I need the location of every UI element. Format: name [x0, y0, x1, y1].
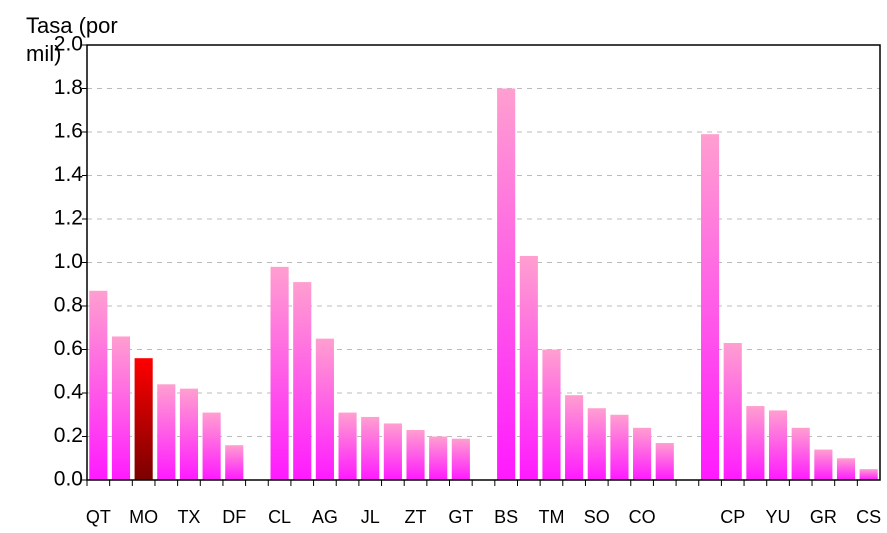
bar — [565, 395, 584, 480]
x-tick-label: YU — [766, 507, 791, 527]
bar — [814, 449, 833, 480]
y-tick-label: 1.4 — [54, 163, 84, 186]
y-tick-label: 0.8 — [54, 294, 83, 317]
bar — [361, 416, 380, 480]
x-tick-label: MO — [129, 507, 158, 527]
x-tick-label: JL — [361, 507, 380, 527]
x-tick-label: ZT — [405, 507, 427, 527]
y-axis-title: Tasa (por mil) — [26, 13, 118, 66]
bar — [179, 388, 199, 480]
bar — [633, 427, 652, 480]
bar — [791, 427, 810, 480]
y-tick-label: 0.0 — [54, 468, 83, 491]
bar — [406, 429, 425, 480]
bar — [338, 412, 357, 480]
bar — [655, 443, 674, 480]
y-tick-label: 1.6 — [54, 120, 83, 143]
y-tick-label: 0.2 — [54, 424, 83, 447]
bar — [451, 438, 470, 480]
bar — [134, 358, 153, 480]
y-tick-label: 1.8 — [54, 76, 83, 99]
bar — [519, 255, 538, 480]
y-tick-label: 0.4 — [54, 381, 84, 404]
bar — [157, 384, 176, 480]
y-tick-label: 2.0 — [54, 33, 83, 56]
x-tick-label: SO — [584, 507, 610, 527]
x-tick-label: CS — [856, 507, 881, 527]
bar — [610, 414, 629, 480]
bar — [587, 408, 606, 480]
x-tick-label: DF — [222, 507, 246, 527]
y-tick-label: 1.0 — [54, 250, 83, 273]
x-tick-label: TM — [538, 507, 564, 527]
x-tick-label: GT — [448, 507, 473, 527]
bar — [111, 336, 131, 480]
bar — [89, 290, 108, 480]
bar — [202, 412, 221, 480]
x-tick-label: CL — [268, 507, 291, 527]
bar — [768, 410, 788, 480]
y-tick-label: 1.2 — [54, 207, 83, 230]
bar — [836, 458, 856, 480]
bar — [497, 88, 516, 480]
x-tick-label: CO — [629, 507, 656, 527]
x-tick-label: GR — [810, 507, 837, 527]
bar — [859, 469, 878, 480]
bar — [746, 406, 765, 480]
x-tick-label: BS — [494, 507, 518, 527]
x-tick-label: TX — [177, 507, 200, 527]
bar — [723, 342, 742, 480]
x-tick-label: AG — [312, 507, 338, 527]
bar — [315, 338, 334, 480]
bar — [701, 134, 720, 481]
bar — [225, 445, 244, 480]
bar — [383, 423, 402, 480]
y-tick-label: 0.6 — [54, 337, 83, 360]
x-tick-label: QT — [86, 507, 111, 527]
bar — [270, 266, 289, 480]
bar — [542, 349, 561, 480]
x-tick-label: CP — [720, 507, 745, 527]
bar — [429, 436, 448, 480]
plot-frame — [86, 44, 881, 481]
bar — [293, 282, 312, 480]
